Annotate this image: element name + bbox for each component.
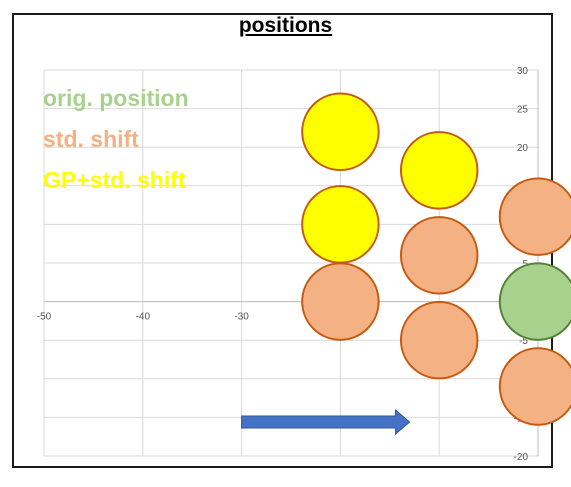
point-std-shift bbox=[498, 177, 571, 256]
y-tick-label: -20 bbox=[514, 452, 529, 463]
legend-orig-position: orig. position bbox=[43, 85, 189, 111]
data-points bbox=[301, 92, 571, 426]
y-tick-label: 20 bbox=[517, 143, 529, 154]
shift-arrow bbox=[241, 408, 411, 436]
point-gp-std-shift bbox=[301, 92, 380, 171]
point-std-shift bbox=[399, 216, 479, 295]
point-std-shift bbox=[399, 300, 479, 380]
point-orig-position bbox=[498, 262, 571, 341]
x-tick-label: -40 bbox=[136, 312, 151, 323]
right-arrow bbox=[241, 408, 411, 436]
legend-std-shift: std. shift bbox=[43, 126, 139, 152]
x-tick-label: -50 bbox=[37, 312, 52, 323]
y-tick-label: -5 bbox=[519, 336, 528, 347]
chart-title: positions bbox=[238, 14, 333, 37]
legend-gp-std-shift: GP+std. shift bbox=[43, 167, 186, 193]
point-std-shift bbox=[498, 347, 571, 426]
x-tick-label: -30 bbox=[234, 312, 249, 323]
y-tick-label: 30 bbox=[517, 66, 529, 77]
y-tick-label: 25 bbox=[517, 105, 529, 116]
point-gp-std-shift bbox=[399, 131, 479, 210]
point-std-shift bbox=[301, 262, 380, 341]
legend: orig. position std. shift GP+std. shift bbox=[43, 78, 189, 201]
point-gp-std-shift bbox=[301, 185, 380, 264]
